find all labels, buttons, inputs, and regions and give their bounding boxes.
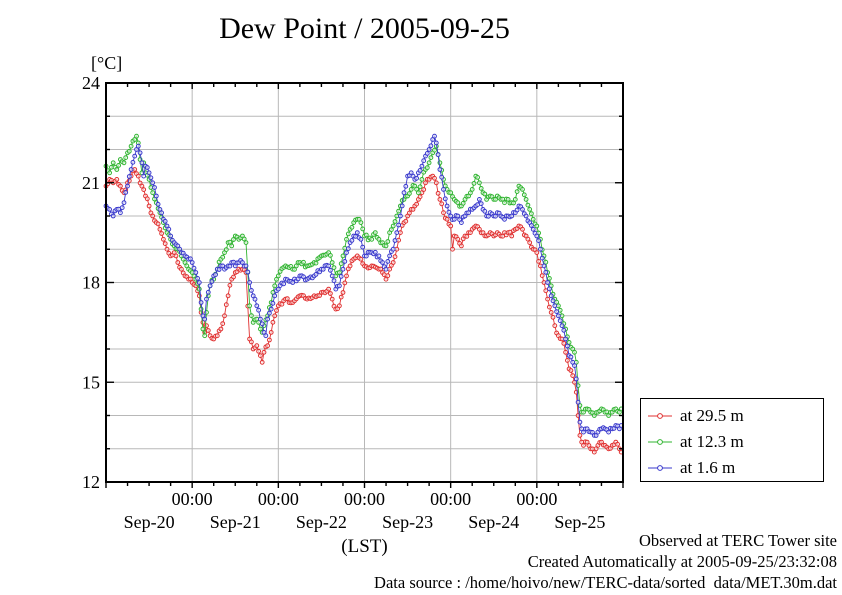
x-time-tick-label: 00:00 bbox=[258, 489, 299, 509]
legend-marker-green-icon bbox=[648, 439, 672, 445]
footer-data-source-path: Data source : /home/hoivo/new/TERC-data/… bbox=[374, 573, 837, 592]
x-day-tick-label: Sep-23 bbox=[382, 512, 433, 532]
series-at-29-5-m bbox=[103, 167, 624, 455]
x-day-tick-label: Sep-24 bbox=[468, 512, 519, 532]
legend-entry: at 29.5 m bbox=[647, 405, 744, 427]
legend-entry-label: at 29.5 m bbox=[680, 406, 744, 425]
x-time-tick-label: 00:00 bbox=[516, 489, 557, 509]
legend-entry-label: at 12.3 m bbox=[680, 432, 744, 451]
legend-entry: at 12.3 m bbox=[647, 431, 744, 453]
legend-marker-blue-icon bbox=[648, 465, 672, 471]
x-day-tick-label: Sep-21 bbox=[210, 512, 261, 532]
y-tick-label: 18 bbox=[82, 273, 100, 293]
axis-ticks bbox=[105, 82, 624, 488]
chart-title: Dew Point / 2005-09-25 bbox=[219, 12, 510, 45]
y-tick-label: 21 bbox=[82, 173, 100, 193]
x-axis-label: (LST) bbox=[341, 536, 388, 557]
x-day-tick-label: Sep-20 bbox=[124, 512, 175, 532]
y-tick-label: 15 bbox=[82, 372, 100, 392]
legend-entry-label: at 1.6 m bbox=[680, 458, 736, 477]
series-at-1-6-m bbox=[103, 133, 624, 438]
series-at-12-3-m bbox=[103, 133, 624, 418]
x-time-tick-label: 00:00 bbox=[344, 489, 385, 509]
y-tick-label: 12 bbox=[82, 472, 100, 492]
legend-entry: at 1.6 m bbox=[647, 457, 735, 479]
tick-labels: 24 21 18 15 12 00:00 00:00 00:00 00:00 00:00 Sep-2… bbox=[82, 73, 605, 532]
footer-observed-site: Observed at TERC Tower site bbox=[638, 531, 837, 550]
x-day-tick-label: Sep-22 bbox=[296, 512, 347, 532]
y-axis-unit-label: [°C] bbox=[91, 53, 123, 73]
footer-created-timestamp: Created Automatically at 2005-09-25/23:3… bbox=[527, 552, 837, 571]
y-tick-label: 24 bbox=[82, 73, 100, 93]
legend: at 29.5 m at 12.3 m at 1.6 m bbox=[640, 398, 824, 482]
x-day-tick-label: Sep-25 bbox=[554, 512, 605, 532]
x-time-tick-label: 00:00 bbox=[430, 489, 471, 509]
legend-marker-red-icon bbox=[648, 413, 672, 419]
x-time-tick-label: 00:00 bbox=[172, 489, 213, 509]
